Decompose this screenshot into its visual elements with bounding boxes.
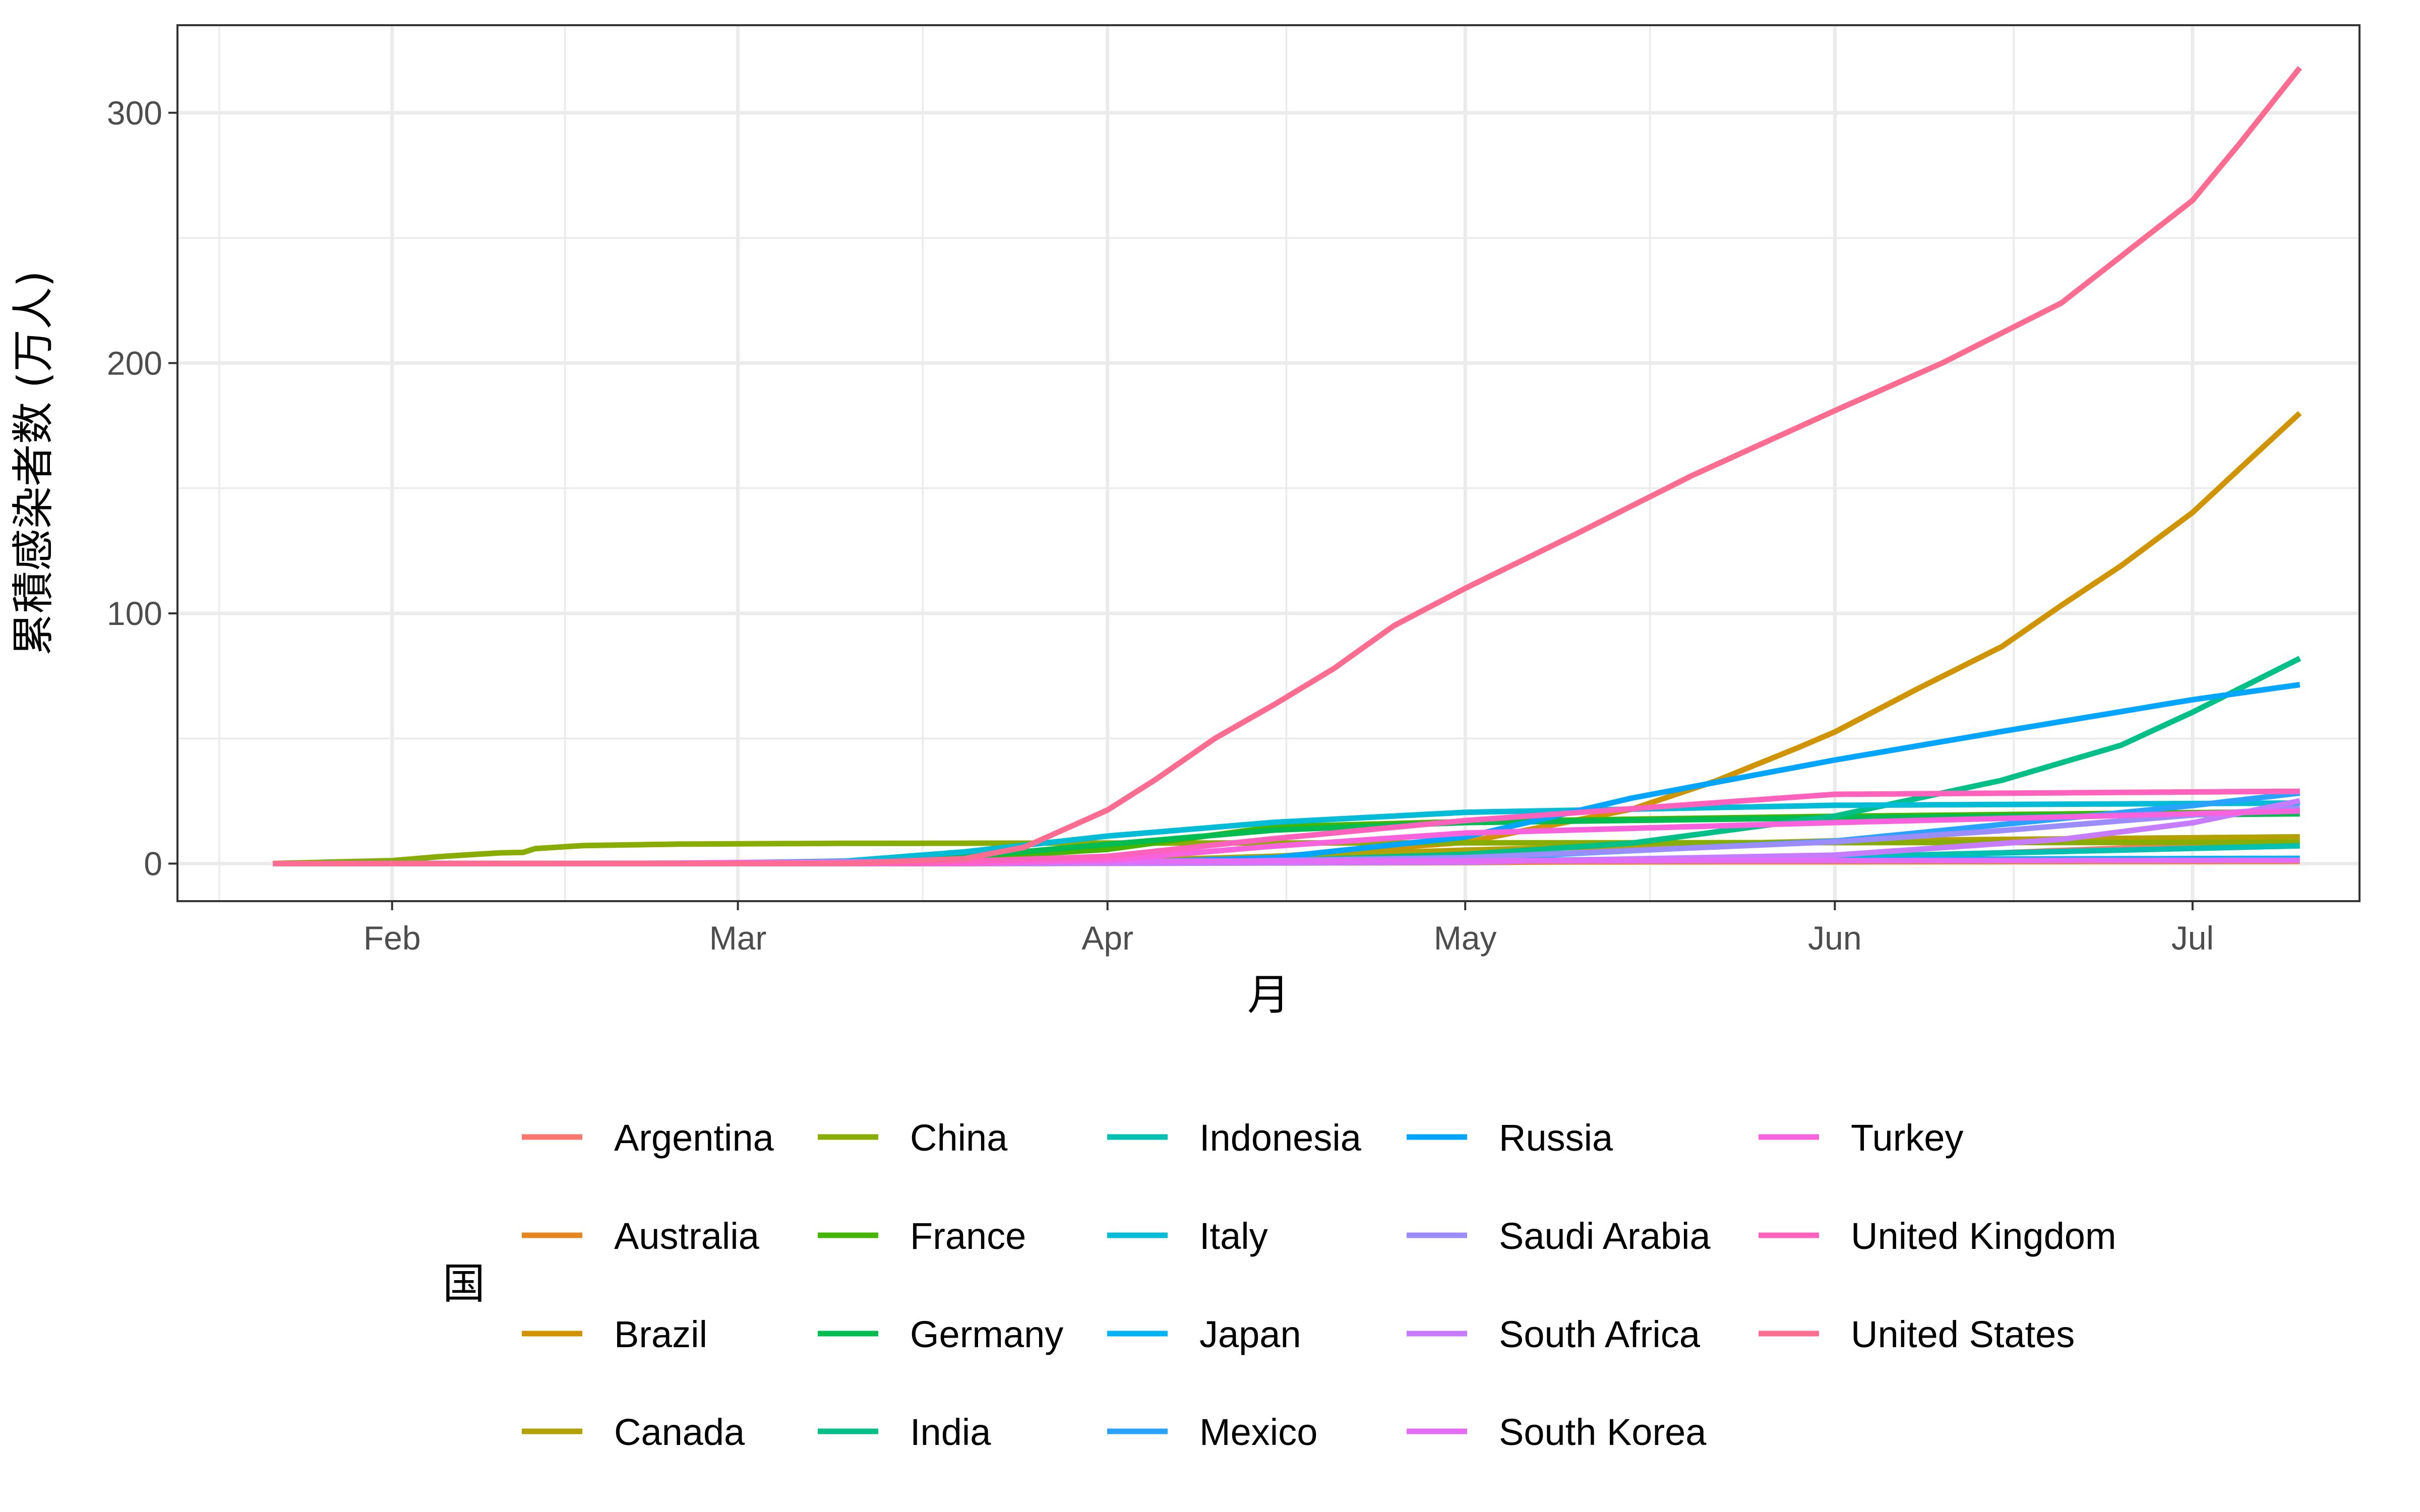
minor-gridlines: [177, 25, 2360, 901]
x-axis: Feb Mar Apr May Jun Jul: [364, 901, 2214, 957]
series-lines: [273, 66, 2303, 866]
legend-label-south-africa: South Africa: [1499, 1313, 1701, 1355]
legend-title: 国: [443, 1259, 485, 1308]
series-line-united-states: [273, 66, 2303, 866]
x-tick-label: Apr: [1081, 919, 1133, 957]
y-axis: 0 100 200 300: [107, 94, 177, 883]
legend-label-mexico: Mexico: [1199, 1411, 1317, 1453]
legend-label-united-states: United States: [1851, 1313, 2075, 1355]
legend-label-russia: Russia: [1499, 1117, 1613, 1159]
legend-label-turkey: Turkey: [1851, 1117, 1963, 1159]
legend-label-united-kingdom: United Kingdom: [1851, 1215, 2116, 1257]
legend: Argentina Australia Brazil Canada China Franc…: [522, 1117, 2116, 1453]
x-tick-label: Feb: [364, 919, 421, 957]
y-tick-label: 0: [144, 845, 162, 883]
legend-label-indonesia: Indonesia: [1199, 1117, 1362, 1159]
y-tick-label: 300: [107, 94, 162, 132]
y-tick-label: 200: [107, 344, 162, 382]
legend-label-india: India: [910, 1411, 991, 1453]
y-tick-label: 100: [107, 595, 162, 632]
x-tick-label: Jun: [1808, 919, 1861, 957]
legend-label-australia: Australia: [614, 1215, 760, 1257]
legend-label-saudi-arabia: Saudi Arabia: [1499, 1215, 1711, 1257]
plot-panel-border: [176, 24, 2361, 902]
legend-label-argentina: Argentina: [614, 1117, 774, 1159]
x-axis-title: 月: [1247, 970, 1290, 1020]
legend-label-germany: Germany: [910, 1313, 1063, 1355]
legend-label-japan: Japan: [1199, 1313, 1301, 1355]
legend-label-canada: Canada: [614, 1411, 745, 1453]
y-axis-title: 累積感染者数 (万人): [9, 271, 58, 656]
legend-label-brazil: Brazil: [614, 1313, 707, 1355]
x-tick-label: Jul: [2171, 919, 2214, 957]
legend-label-china: China: [910, 1117, 1008, 1159]
x-tick-label: May: [1434, 919, 1497, 957]
legend-label-france: France: [910, 1215, 1026, 1257]
x-tick-label: Mar: [709, 919, 767, 957]
legend-label-south-korea: South Korea: [1499, 1411, 1707, 1453]
legend-label-italy: Italy: [1199, 1215, 1268, 1257]
